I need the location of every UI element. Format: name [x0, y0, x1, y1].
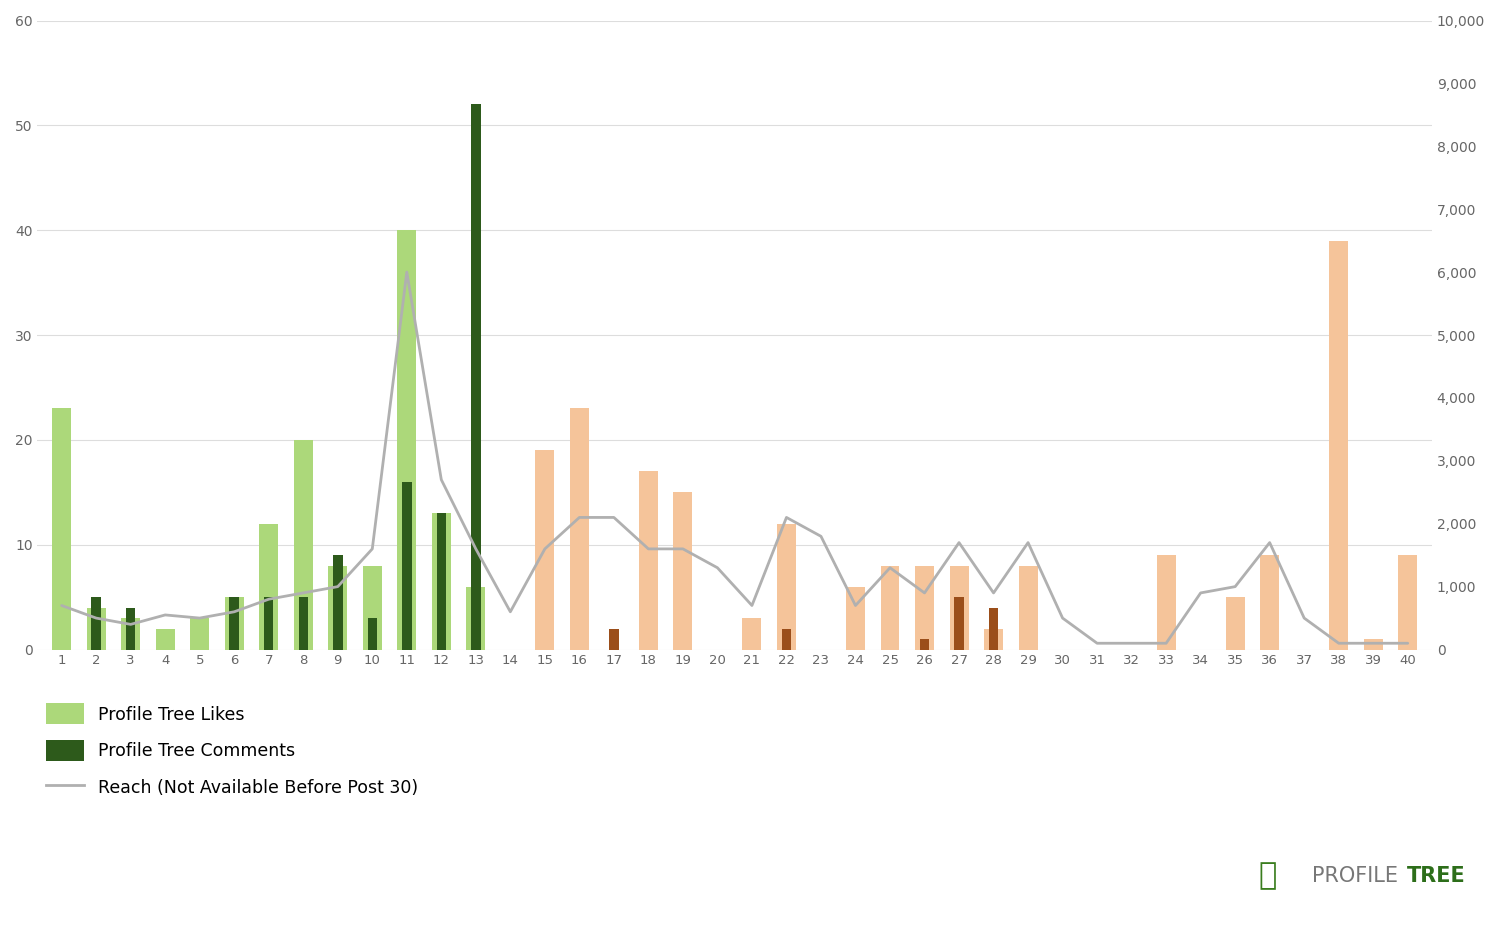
Bar: [782, 629, 790, 650]
Bar: [988, 607, 999, 650]
Bar: [225, 597, 243, 650]
Bar: [1398, 555, 1417, 650]
Bar: [328, 565, 348, 650]
Bar: [1019, 565, 1038, 650]
Bar: [190, 618, 208, 650]
Bar: [92, 597, 100, 650]
Bar: [298, 597, 307, 650]
Bar: [230, 597, 238, 650]
Bar: [432, 514, 451, 650]
Bar: [126, 607, 135, 650]
Bar: [920, 639, 930, 650]
Bar: [1364, 639, 1383, 650]
Bar: [1226, 597, 1245, 650]
Bar: [1329, 241, 1348, 650]
Text: PROFILE: PROFILE: [1312, 866, 1398, 886]
Bar: [984, 629, 1004, 650]
Bar: [436, 514, 445, 650]
Bar: [742, 618, 762, 650]
Bar: [639, 471, 658, 650]
Bar: [466, 587, 486, 650]
Bar: [915, 565, 934, 650]
Bar: [536, 451, 555, 650]
Bar: [368, 618, 376, 650]
Bar: [294, 439, 312, 650]
Text: TREE: TREE: [1407, 866, 1466, 886]
Bar: [471, 105, 480, 650]
Bar: [609, 629, 618, 650]
Legend: Profile Tree Likes, Profile Tree Comments, Reach (Not Available Before Post 30): Profile Tree Likes, Profile Tree Comment…: [46, 704, 419, 798]
Bar: [398, 230, 417, 650]
Bar: [333, 555, 342, 650]
Bar: [156, 629, 174, 650]
Bar: [777, 524, 796, 650]
Bar: [880, 565, 900, 650]
Text: 🌲: 🌲: [1258, 861, 1276, 891]
Bar: [264, 597, 273, 650]
Bar: [363, 565, 382, 650]
Bar: [846, 587, 865, 650]
Bar: [950, 565, 969, 650]
Bar: [1156, 555, 1176, 650]
Bar: [402, 482, 411, 650]
Bar: [260, 524, 278, 650]
Bar: [122, 618, 140, 650]
Bar: [53, 409, 70, 650]
Bar: [570, 409, 590, 650]
Bar: [87, 607, 105, 650]
Bar: [1260, 555, 1280, 650]
Bar: [954, 597, 964, 650]
Bar: [674, 492, 693, 650]
